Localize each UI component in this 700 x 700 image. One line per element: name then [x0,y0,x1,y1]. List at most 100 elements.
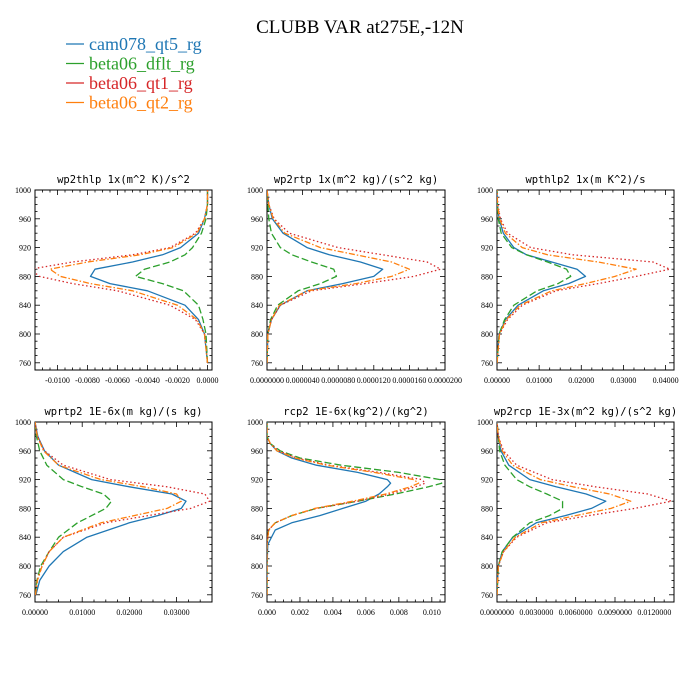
plot-frame [34,189,213,371]
y-tick-label: 760 [251,359,263,368]
plot-frame [496,189,675,371]
y-tick-label: 960 [481,447,493,456]
x-tick-label: 0.01000 [69,608,95,617]
x-tick-label: 0.01000 [526,376,552,385]
series-line-2 [35,422,211,595]
y-tick-label: 840 [481,533,493,542]
y-tick-label: 840 [251,533,263,542]
series-line-0 [35,422,187,595]
x-tick-label: 0.002 [291,608,309,617]
y-tick-label: 800 [19,562,31,571]
series-line-3 [35,422,182,595]
series-line-0 [267,422,392,595]
chart-panel-4: rcp2 1E-6x(kg^2)/(kg^2) 760 800 840 880 920 96… [247,406,446,617]
x-tick-label: 0.0000080 [321,376,355,385]
y-tick-label: 800 [251,562,263,571]
y-tick-label: 880 [251,504,263,513]
chart-title: wp2thlp 1x(m^2 K)/s^2 [57,174,190,186]
series-line-2 [497,190,671,363]
y-tick-label: 920 [481,244,493,253]
x-tick-label: 0.03000 [164,608,190,617]
y-tick-label: 760 [481,591,493,600]
series-line-3 [497,190,637,363]
chart-title: wprtp2 1E-6x(m kg)/(s kg) [44,406,202,418]
x-tick-label: 0.02000 [568,376,594,385]
x-tick-label: -0.0060 [105,376,130,385]
series-line-3 [267,422,420,595]
plot-frame [496,421,675,603]
x-tick-label: -0.0100 [45,376,70,385]
y-tick-label: 960 [251,215,263,224]
series-line-1 [497,422,564,595]
y-tick-label: 800 [251,330,263,339]
chart-title: wp2rtp 1x(m^2 kg)/(s^2 kg) [274,174,438,186]
x-tick-label: 0.0000160 [392,376,426,385]
x-tick-label: 0.010 [423,608,441,617]
series-line-3 [497,422,632,595]
y-tick-label: 880 [481,272,493,281]
chart-panels: wp2thlp 1x(m^2 K)/s^2 760 800 840 880 920 960 1… [15,174,679,617]
y-tick-label: 880 [19,272,31,281]
x-tick-label: 0.0000120 [357,376,391,385]
y-tick-label: 920 [481,476,493,485]
series-line-1 [35,422,113,595]
series-line-0 [497,422,607,595]
y-tick-label: 800 [481,562,493,571]
y-tick-label: 960 [251,447,263,456]
legend-label-0: cam078_qt5_rg [89,34,202,54]
series-line-2 [497,422,673,595]
series-line-2 [35,190,209,363]
y-tick-label: 800 [19,330,31,339]
plot-frame [266,421,446,603]
x-tick-label: 0.0000000 [250,376,284,385]
y-tick-label: 1000 [15,418,31,427]
y-tick-label: 840 [19,301,31,310]
series-line-1 [134,190,209,363]
legend-label-2: beta06_qt1_rg [89,73,193,93]
chart-panel-5: wp2rcp 1E-3x(m^2 kg)/(s^2 kg) 760 800 840 88… [477,406,677,617]
x-tick-label: 0.006 [357,608,375,617]
y-tick-label: 880 [481,504,493,513]
y-tick-label: 760 [19,591,31,600]
x-tick-label: 0.0090000 [598,608,632,617]
series-line-0 [497,190,587,363]
y-tick-label: 960 [19,215,31,224]
y-tick-label: 760 [481,359,493,368]
x-tick-label: 0.0000000 [480,608,514,617]
x-tick-label: 0.0000040 [286,376,320,385]
series-line-1 [267,190,338,363]
y-tick-label: 880 [251,272,263,281]
x-tick-label: -0.0020 [165,376,190,385]
chart-panel-1: wp2rtp 1x(m^2 kg)/(s^2 kg) 760 800 840 880 92… [247,174,462,385]
x-tick-label: 0.000 [258,608,276,617]
x-tick-label: 0.004 [324,608,342,617]
series-line-2 [267,422,426,595]
x-tick-label: 0.008 [390,608,408,617]
y-tick-label: 920 [251,244,263,253]
y-tick-label: 840 [251,301,263,310]
x-tick-label: 0.0000 [197,376,219,385]
legend-label-1: beta06_dflt_rg [89,54,195,74]
x-tick-label: -0.0080 [75,376,100,385]
y-tick-label: 920 [251,476,263,485]
y-tick-label: 760 [19,359,31,368]
chart-title: wp2rcp 1E-3x(m^2 kg)/(s^2 kg) [494,406,677,418]
y-tick-label: 1000 [247,186,263,195]
y-tick-label: 840 [481,301,493,310]
x-tick-label: 0.0060000 [559,608,593,617]
x-tick-label: 0.00000 [22,608,48,617]
x-tick-label: 0.0000200 [428,376,462,385]
chart-panel-0: wp2thlp 1x(m^2 K)/s^2 760 800 840 880 920 960 1… [15,174,219,385]
series-line-3 [267,190,411,363]
series-line-0 [89,190,209,363]
y-tick-label: 920 [19,244,31,253]
y-tick-label: 920 [19,476,31,485]
legend-label-3: beta06_qt2_rg [89,93,193,113]
x-tick-label: 0.03000 [610,376,636,385]
figure-title: CLUBB VAR at275E,-12N [256,17,464,38]
y-tick-label: 1000 [477,186,493,195]
chart-panel-2: wpthlp2 1x(m K^2)/s 760 800 840 880 920 960 100… [477,174,679,385]
x-tick-label: -0.0040 [135,376,160,385]
chart-title: wpthlp2 1x(m K^2)/s [525,174,645,186]
